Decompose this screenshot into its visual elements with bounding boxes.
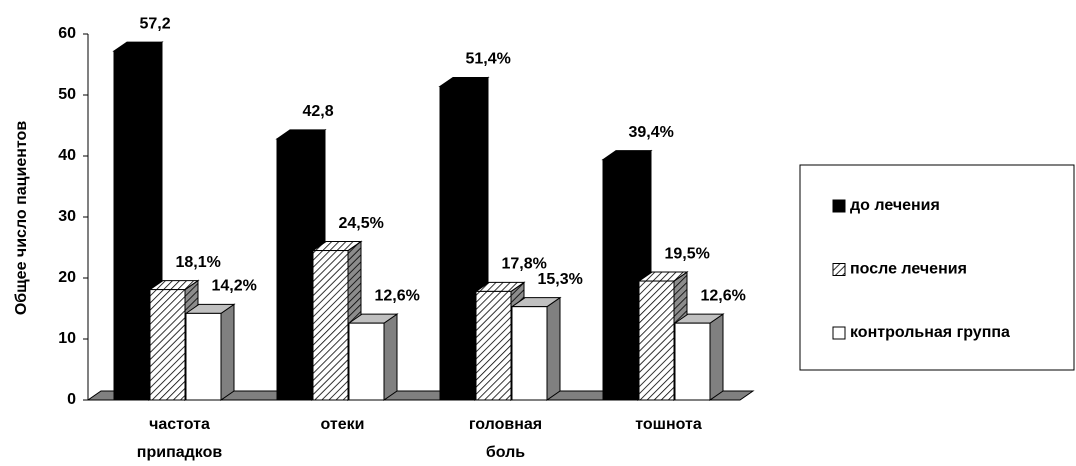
legend-label: контрольная группа bbox=[850, 324, 1010, 341]
x-tick-label: головная боль bbox=[469, 416, 542, 461]
bar-front bbox=[149, 289, 186, 401]
y-tick-label: 10 bbox=[58, 330, 76, 347]
y-tick-label: 30 bbox=[58, 208, 76, 225]
y-tick-label: 60 bbox=[58, 25, 76, 42]
y-tick-label: 40 bbox=[58, 147, 76, 164]
y-tick-label: 20 bbox=[58, 269, 76, 286]
value-label: 18,1% bbox=[176, 254, 221, 271]
bar-front bbox=[638, 280, 675, 401]
value-label: 57,2 bbox=[140, 15, 171, 32]
bar-front bbox=[312, 250, 349, 401]
bar-front bbox=[475, 290, 512, 401]
legend-label: после лечения bbox=[850, 261, 967, 278]
legend-swatch bbox=[832, 199, 846, 213]
value-label: 14,2% bbox=[212, 278, 257, 295]
x-tick-label: отеки bbox=[321, 416, 365, 433]
x-tick-label: частота припадков bbox=[137, 416, 223, 461]
bar-front bbox=[113, 50, 150, 401]
legend-label: до лечения bbox=[850, 197, 940, 214]
y-tick-label: 0 bbox=[67, 391, 76, 408]
value-label: 17,8% bbox=[502, 256, 547, 273]
bar bbox=[347, 313, 399, 401]
bar-side bbox=[220, 303, 235, 401]
value-label: 12,6% bbox=[701, 287, 746, 304]
y-axis-label: Общее число пациентов bbox=[13, 121, 30, 315]
bar bbox=[510, 296, 562, 401]
bar-front bbox=[439, 85, 476, 401]
value-label: 39,4% bbox=[629, 124, 674, 141]
x-tick-label: тошнота bbox=[635, 416, 702, 433]
bar-front bbox=[276, 138, 313, 401]
value-label: 51,4% bbox=[466, 51, 511, 68]
bar-front bbox=[511, 306, 548, 401]
bar bbox=[184, 303, 236, 401]
bar bbox=[673, 313, 725, 401]
legend-swatch bbox=[832, 263, 846, 276]
legend-swatch bbox=[832, 326, 846, 340]
value-label: 15,3% bbox=[538, 271, 583, 288]
y-tick-label: 50 bbox=[58, 86, 76, 103]
bar-front bbox=[602, 159, 639, 401]
value-label: 24,5% bbox=[339, 215, 384, 232]
bar-side bbox=[546, 296, 561, 401]
value-label: 19,5% bbox=[665, 245, 710, 262]
bar-side bbox=[709, 313, 724, 401]
bar-front bbox=[348, 322, 385, 401]
legend-box bbox=[799, 164, 1075, 371]
bar-front bbox=[674, 322, 711, 401]
value-label: 42,8 bbox=[303, 103, 334, 120]
bar-front bbox=[185, 312, 222, 401]
value-label: 12,6% bbox=[375, 287, 420, 304]
bar-side bbox=[383, 313, 398, 401]
